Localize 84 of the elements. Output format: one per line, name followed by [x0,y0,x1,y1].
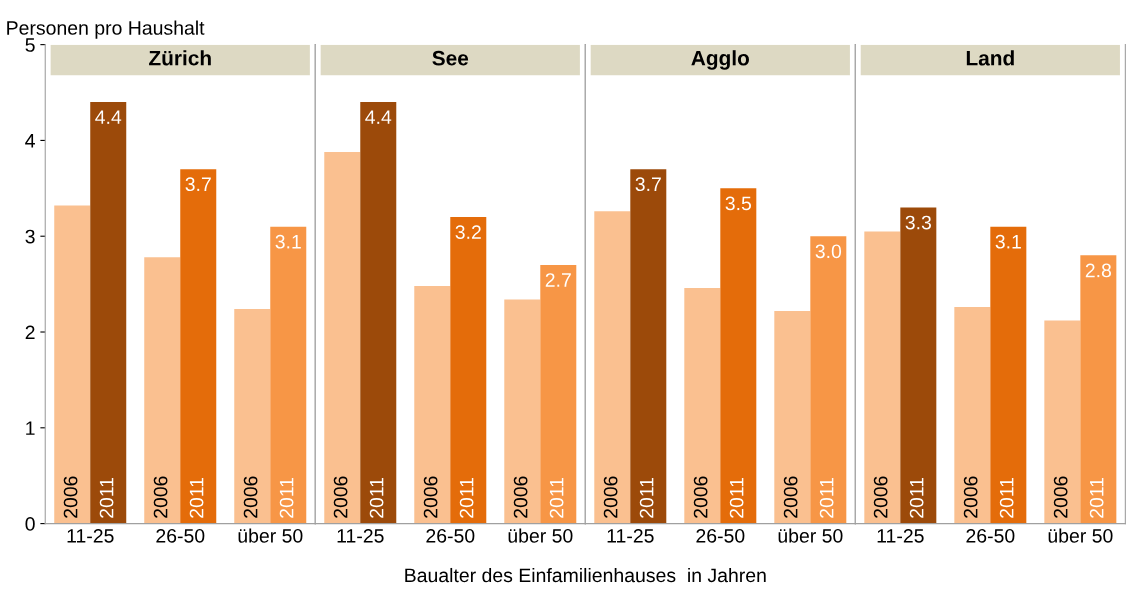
data-label: 3.1 [275,234,301,249]
bar [270,226,307,524]
series-label: 2011 [909,477,924,518]
text: 2006 [1053,476,1068,518]
text: 2006 [693,476,708,518]
series-label: 2011 [639,477,654,518]
x-tick-label: 26-50 [156,528,205,543]
text: 2006 [243,476,258,518]
x-tick-label: 26-50 [696,528,745,543]
series-label: 2006 [873,476,888,518]
bar [324,151,361,524]
data-label: 3.0 [815,244,842,259]
bar [720,188,757,524]
series-label: 2006 [333,476,348,518]
y-tick-label: 1 [26,421,35,435]
data-label: 2.8 [1085,263,1112,278]
series-label: 2006 [603,476,618,518]
bar [360,102,397,524]
y-tick-label: 2 [25,325,35,340]
bar [540,264,577,524]
data-label: 3.2 [455,225,481,239]
x-tick-label: 26-50 [966,528,1015,543]
y-tick-label: 3 [25,229,35,244]
x-tick-label: 11-25 [67,528,114,543]
x-axis-title: Baualter des Einfamilienhauses in Jahren [405,567,766,583]
bar [54,205,91,524]
data-label: 3.5 [725,196,752,211]
bar [810,236,847,524]
data-label: 3.7 [185,177,211,192]
text: 2006 [963,476,978,518]
y-tick-label: 0 [25,517,35,531]
bar [450,217,487,524]
text: 2011 [459,477,474,518]
series-label: 2011 [369,477,384,518]
bar [864,231,901,524]
data-label: 3.7 [635,177,661,192]
x-tick-label: 11-25 [337,528,384,543]
text: 2011 [279,477,294,518]
text: 2011 [189,477,204,518]
bar [234,309,271,524]
bar [990,226,1027,524]
bar [1044,320,1081,524]
x-tick-label: über 50 [508,528,573,543]
chart-title: Agglo [691,50,749,70]
text: 2011 [729,477,744,518]
bar [90,102,127,524]
data-label: 3.3 [905,215,931,230]
text: 2011 [999,477,1014,518]
bar [774,310,811,524]
chart-title: Land [966,50,1014,66]
bar [594,211,631,524]
data-label: 3.1 [995,234,1021,249]
bar [630,169,667,524]
series-label: 2011 [99,477,114,518]
data-label: 2.7 [545,273,571,287]
x-tick-label: über 50 [778,528,843,543]
data-label: 4.4 [95,110,122,124]
y-tick-label: 4 [25,134,35,148]
bar [144,257,181,524]
chart-title: See [432,50,469,66]
chart-title: Zürich [149,50,211,66]
bar [900,207,937,524]
y-axis-title: Personen pro Haushalt [7,20,205,39]
x-tick-label: 11-25 [607,528,654,543]
text: 2006 [423,476,438,518]
text: 2011 [819,477,834,518]
y-tick-label: 5 [25,38,35,52]
bar [954,307,991,524]
text: 2006 [513,476,528,518]
bar [414,286,451,524]
bar [684,287,721,524]
series-label: 2006 [63,476,78,518]
bar [1080,255,1117,524]
x-tick-label: 26-50 [426,528,475,543]
data-label: 4.4 [365,110,392,124]
bar [504,299,541,524]
x-tick-label: über 50 [1048,528,1113,543]
text: 2006 [153,476,168,518]
text: 2006 [783,476,798,518]
text: 2011 [549,477,564,518]
x-tick-label: 11-25 [877,528,924,543]
x-tick-label: über 50 [238,528,303,543]
bar [180,169,217,524]
text: 2011 [1089,477,1104,518]
